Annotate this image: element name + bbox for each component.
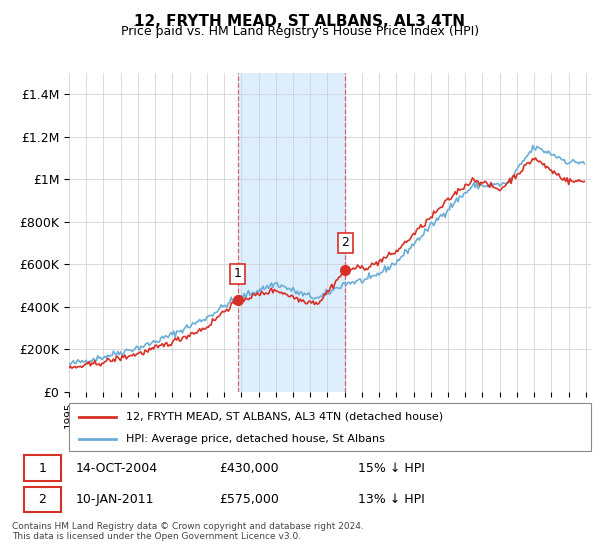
Text: 2: 2 — [341, 236, 349, 249]
FancyBboxPatch shape — [23, 455, 61, 481]
Text: HPI: Average price, detached house, St Albans: HPI: Average price, detached house, St A… — [127, 434, 385, 444]
Text: Contains HM Land Registry data © Crown copyright and database right 2024.
This d: Contains HM Land Registry data © Crown c… — [12, 522, 364, 542]
Bar — [238, 73, 346, 392]
Text: 10-JAN-2011: 10-JAN-2011 — [76, 493, 154, 506]
Text: £575,000: £575,000 — [220, 493, 279, 506]
FancyBboxPatch shape — [23, 487, 61, 512]
Text: Price paid vs. HM Land Registry's House Price Index (HPI): Price paid vs. HM Land Registry's House … — [121, 25, 479, 38]
FancyBboxPatch shape — [69, 403, 591, 451]
Text: 12, FRYTH MEAD, ST ALBANS, AL3 4TN (detached house): 12, FRYTH MEAD, ST ALBANS, AL3 4TN (deta… — [127, 412, 443, 422]
Text: 13% ↓ HPI: 13% ↓ HPI — [358, 493, 424, 506]
Text: 12, FRYTH MEAD, ST ALBANS, AL3 4TN: 12, FRYTH MEAD, ST ALBANS, AL3 4TN — [134, 14, 466, 29]
Text: 1: 1 — [38, 462, 46, 475]
Text: 1: 1 — [234, 267, 242, 281]
Text: £430,000: £430,000 — [220, 462, 279, 475]
Text: 2: 2 — [38, 493, 46, 506]
Text: 14-OCT-2004: 14-OCT-2004 — [76, 462, 157, 475]
Text: 15% ↓ HPI: 15% ↓ HPI — [358, 462, 424, 475]
